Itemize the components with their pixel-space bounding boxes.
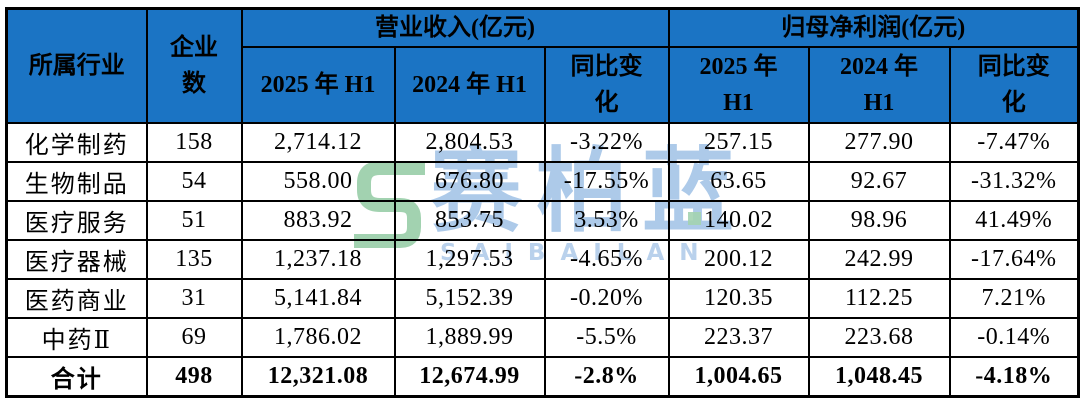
cell-company-count: 31 (145, 278, 243, 319)
cell-profit-2025h1: 223.37 (667, 317, 810, 358)
header-group-row: 所属行业 企业 数 营业收入(亿元) 归母净利润(亿元) (5, 7, 1080, 124)
cell-revenue-2024h1: 1,889.99 (393, 317, 546, 358)
cell-profit-2024h1: 242.99 (807, 239, 951, 280)
table-row: 生物制品 54 558.00 676.80 -17.55% 63.65 92.67 -31.3… (5, 161, 1080, 202)
cell-revenue-2024h1: 5,152.39 (393, 278, 546, 319)
cell-industry: 医药商业 (5, 278, 148, 319)
cell-revenue-2024h1: 12,674.99 (393, 356, 546, 397)
cell-industry: 合计 (5, 356, 148, 397)
cell-industry: 中药Ⅱ (5, 317, 148, 358)
cell-profit-yoy-change: -0.14% (948, 317, 1080, 358)
table-row: 中药Ⅱ 69 1,786.02 1,889.99 -5.5% 223.37 223.68 -0… (5, 317, 1080, 358)
header-profit-yoy-change: 同比变 化 (948, 46, 1080, 124)
cell-company-count: 69 (145, 317, 243, 358)
cell-industry: 医疗服务 (5, 200, 148, 241)
header-profit-group: 归母净利润(亿元) (667, 7, 1080, 48)
cell-profit-2025h1: 140.02 (667, 200, 810, 241)
table-total-row: 合计 498 12,321.08 12,674.99 -2.8% 1,004.65 1,04… (5, 356, 1080, 397)
cell-revenue-2025h1: 1,786.02 (240, 317, 396, 358)
cell-revenue-2025h1: 558.00 (240, 161, 396, 202)
cell-revenue-2025h1: 2,714.12 (240, 122, 396, 163)
cell-profit-2025h1: 1,004.65 (667, 356, 810, 397)
cell-profit-2025h1: 63.65 (667, 161, 810, 202)
header-company-count: 企业 数 (145, 7, 243, 124)
header-profit-2024h1: 2024 年 H1 (807, 46, 951, 124)
table-row: 医药商业 31 5,141.84 5,152.39 -0.20% 120.35 112.25… (5, 278, 1080, 319)
cell-company-count: 135 (145, 239, 243, 280)
cell-profit-yoy-change: 7.21% (948, 278, 1080, 319)
header-revenue-2024h1: 2024 年 H1 (393, 46, 546, 124)
cell-profit-2024h1: 277.90 (807, 122, 951, 163)
cell-profit-2024h1: 98.96 (807, 200, 951, 241)
cell-revenue-2025h1: 883.92 (240, 200, 396, 241)
table-header: 所属行业 企业 数 营业收入(亿元) 归母净利润(亿元) 2025 年 H1 2… (5, 7, 1080, 124)
header-revenue-yoy-change: 同比变 化 (543, 46, 670, 124)
header-revenue-group: 营业收入(亿元) (240, 7, 670, 48)
cell-revenue-yoy-change: 3.53% (543, 200, 670, 241)
header-sub-row: 2025 年 H1 2024 年 H1 同比变 化 2025 年 H1 2024… (7, 46, 1080, 124)
cell-profit-yoy-change: 41.49% (948, 200, 1080, 241)
cell-revenue-yoy-change: -2.8% (543, 356, 670, 397)
cell-profit-2024h1: 1,048.45 (807, 356, 951, 397)
cell-company-count: 51 (145, 200, 243, 241)
cell-profit-2024h1: 112.25 (807, 278, 951, 319)
table-row: 医疗服务 51 883.92 853.75 3.53% 140.02 98.96 41.49% (5, 200, 1080, 241)
cell-revenue-2025h1: 12,321.08 (240, 356, 396, 397)
cell-industry: 化学制药 (5, 122, 148, 163)
header-profit-2025h1: 2025 年 H1 (667, 46, 810, 124)
cell-profit-yoy-change: -31.32% (948, 161, 1080, 202)
cell-profit-2024h1: 92.67 (807, 161, 951, 202)
cell-revenue-yoy-change: -17.55% (543, 161, 670, 202)
cell-revenue-2024h1: 676.80 (393, 161, 546, 202)
cell-profit-yoy-change: -17.64% (948, 239, 1080, 280)
cell-profit-yoy-change: -4.18% (948, 356, 1080, 397)
table-row: 医疗器械 135 1,237.18 1,297.53 -4.65% 200.12 242.9… (5, 239, 1080, 280)
cell-revenue-yoy-change: -0.20% (543, 278, 670, 319)
cell-revenue-2024h1: 1,297.53 (393, 239, 546, 280)
cell-revenue-2025h1: 1,237.18 (240, 239, 396, 280)
cell-industry: 医疗器械 (5, 239, 148, 280)
cell-revenue-yoy-change: -4.65% (543, 239, 670, 280)
cell-revenue-yoy-change: -5.5% (543, 317, 670, 358)
cell-revenue-2024h1: 2,804.53 (393, 122, 546, 163)
cell-revenue-2025h1: 5,141.84 (240, 278, 396, 319)
cell-company-count: 158 (145, 122, 243, 163)
header-industry: 所属行业 (5, 7, 148, 124)
table-row: 化学制药 158 2,714.12 2,804.53 -3.22% 257.15 277.9… (5, 122, 1080, 163)
cell-revenue-yoy-change: -3.22% (543, 122, 670, 163)
cell-company-count: 54 (145, 161, 243, 202)
cell-profit-yoy-change: -7.47% (948, 122, 1080, 163)
cell-profit-2025h1: 120.35 (667, 278, 810, 319)
cell-profit-2025h1: 257.15 (667, 122, 810, 163)
industry-financials-table: 所属行业 企业 数 营业收入(亿元) 归母净利润(亿元) 2025 年 H1 2… (5, 7, 1080, 398)
header-revenue-2025h1: 2025 年 H1 (240, 46, 396, 124)
cell-industry: 生物制品 (5, 161, 148, 202)
cell-revenue-2024h1: 853.75 (393, 200, 546, 241)
cell-company-count: 498 (145, 356, 243, 397)
cell-profit-2024h1: 223.68 (807, 317, 951, 358)
table-body: 化学制药 158 2,714.12 2,804.53 -3.22% 257.15 277.9… (5, 122, 1080, 397)
cell-profit-2025h1: 200.12 (667, 239, 810, 280)
